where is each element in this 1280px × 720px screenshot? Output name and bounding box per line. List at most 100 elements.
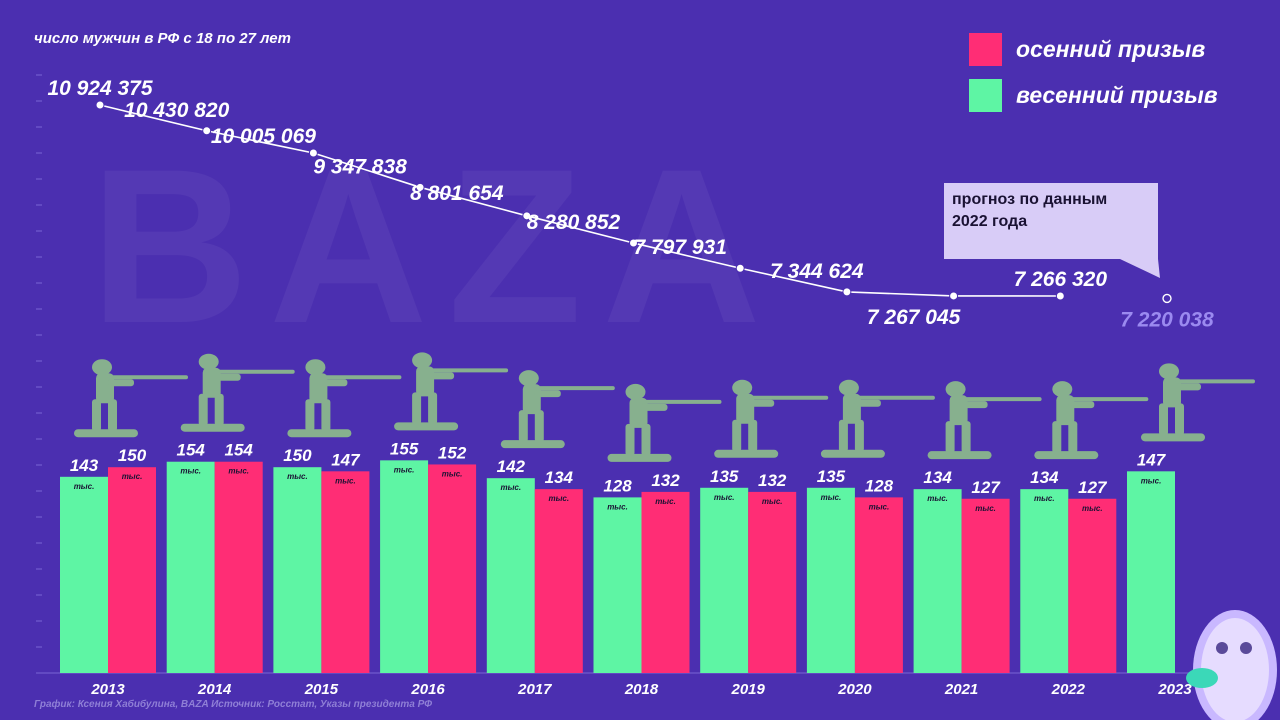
bar-autumn: [961, 498, 1010, 673]
chart-subtitle: число мужчин в РФ с 18 по 27 лет: [34, 30, 291, 47]
soldier-leg-right: [321, 399, 331, 432]
soldier-leg-left: [305, 399, 315, 432]
x-tick-label: 2020: [837, 681, 872, 698]
soldier-leg-left: [1052, 421, 1062, 454]
bar-unit-label-spring: тыс.: [500, 483, 521, 492]
bar-autumn: [641, 491, 690, 673]
soldier-leg-right: [1068, 421, 1078, 454]
soldier-leg-right: [428, 392, 438, 425]
soldier-icon: [927, 381, 1042, 460]
soldier-leg-left: [518, 410, 528, 443]
population-label: 7 797 931: [633, 236, 726, 259]
soldier-arm: [641, 403, 668, 411]
soldier-rifle: [534, 386, 615, 391]
soldier-rifle: [854, 395, 935, 400]
soldier-base: [394, 422, 459, 431]
population-point: [1055, 291, 1065, 301]
soldier-icon: [607, 383, 722, 462]
population-point: [949, 291, 959, 301]
soldier-base: [714, 449, 779, 458]
bar-value-label-autumn: 127: [971, 478, 1001, 497]
soldier-leg-right: [108, 399, 117, 432]
bar-value-label-spring: 135: [817, 467, 846, 486]
bar-value-label-spring: 142: [497, 457, 526, 476]
legend-swatch-spring: [969, 79, 1002, 112]
x-tick-label: 2019: [731, 681, 766, 698]
population-label: 8 801 654: [410, 182, 504, 205]
bar-autumn: [1068, 498, 1117, 673]
soldier-helmet: [945, 381, 966, 398]
soldier-icon: [820, 379, 935, 458]
soldier-leg-left: [945, 421, 955, 454]
bar-unit-label-autumn: тыс.: [1082, 504, 1103, 513]
mascot-icon: [1186, 610, 1277, 720]
bar-autumn: [108, 467, 156, 673]
bar-value-label-spring: 134: [1030, 468, 1059, 487]
bar-autumn: [428, 464, 477, 673]
bar-value-label-autumn: 147: [331, 450, 361, 469]
bar-unit-label-autumn: тыс.: [548, 494, 569, 503]
population-label: 10 430 820: [124, 99, 229, 122]
soldier-helmet: [518, 370, 539, 387]
soldier-base: [180, 423, 245, 432]
bar-unit-label-autumn: тыс.: [228, 467, 249, 476]
bar-unit-label-autumn: тыс.: [869, 502, 890, 511]
population-line: [99, 104, 1061, 297]
soldier-leg-right: [748, 419, 758, 452]
bar-unit-label-autumn: тыс.: [655, 497, 676, 506]
soldier-helmet: [838, 379, 859, 396]
bar-unit-label-autumn: тыс.: [335, 476, 356, 485]
soldier-leg-right: [1175, 403, 1184, 436]
footer-credits: График: Ксения Хабибулина, BAZA Источник…: [34, 699, 433, 710]
bar-spring: [593, 497, 642, 673]
bar-value-label-spring: 150: [283, 446, 312, 465]
bar-value-label-autumn: 134: [545, 468, 574, 487]
population-point: [522, 211, 532, 221]
population-point: [202, 126, 212, 136]
bar-unit-label-spring: тыс.: [607, 502, 628, 511]
soldier-rifle: [214, 369, 295, 374]
population-label: 7 267 045: [867, 306, 961, 329]
bar-spring: [486, 478, 535, 673]
soldier-rifle: [1175, 379, 1255, 384]
x-tick-label: 2015: [304, 681, 339, 698]
forecast-label: 7 220 038: [1120, 308, 1214, 331]
bar-unit-label-autumn: тыс.: [762, 497, 783, 506]
soldier-icon: [180, 353, 295, 432]
bar-value-label-spring: 155: [390, 439, 419, 458]
bar-unit-label-spring: тыс.: [394, 465, 415, 474]
soldier-base: [927, 451, 992, 460]
soldier-rifle: [641, 399, 722, 404]
bar-spring: [700, 487, 749, 673]
soldier-rifle: [961, 397, 1042, 402]
bar-value-label-spring: 135: [710, 467, 739, 486]
soldier-base: [74, 429, 138, 438]
population-label: 10 924 375: [47, 77, 152, 100]
soldier-helmet: [732, 379, 753, 396]
soldier-icon: [1141, 363, 1255, 442]
soldier-arm: [1068, 401, 1095, 409]
forecast-note-pointer: [1120, 259, 1160, 278]
soldier-base: [1034, 451, 1099, 460]
x-tick-label: 2023: [1157, 681, 1192, 698]
soldier-leg-right: [641, 423, 651, 456]
forecast-point: [1162, 293, 1172, 304]
bar-value-label-spring: 147: [1137, 450, 1167, 469]
soldier-helmet: [92, 359, 112, 376]
bar-value-label-spring: 128: [603, 476, 632, 495]
bar-spring: [806, 487, 855, 673]
bar-autumn: [321, 471, 370, 673]
soldier-icon: [287, 359, 402, 438]
soldier-arm: [534, 390, 561, 398]
soldier-arm: [748, 399, 775, 407]
forecast-note: прогноз по данным 2022 года: [944, 183, 1158, 259]
soldier-base: [607, 453, 672, 462]
soldier-helmet: [1159, 363, 1179, 380]
population-label: 10 005 069: [211, 125, 316, 148]
soldier-icon: [500, 370, 615, 449]
soldier-rifle: [108, 375, 188, 380]
soldier-leg-right: [961, 421, 971, 454]
bar-autumn: [748, 491, 797, 673]
soldier-base: [1141, 433, 1205, 442]
bar-unit-label-spring: тыс.: [1034, 494, 1055, 503]
